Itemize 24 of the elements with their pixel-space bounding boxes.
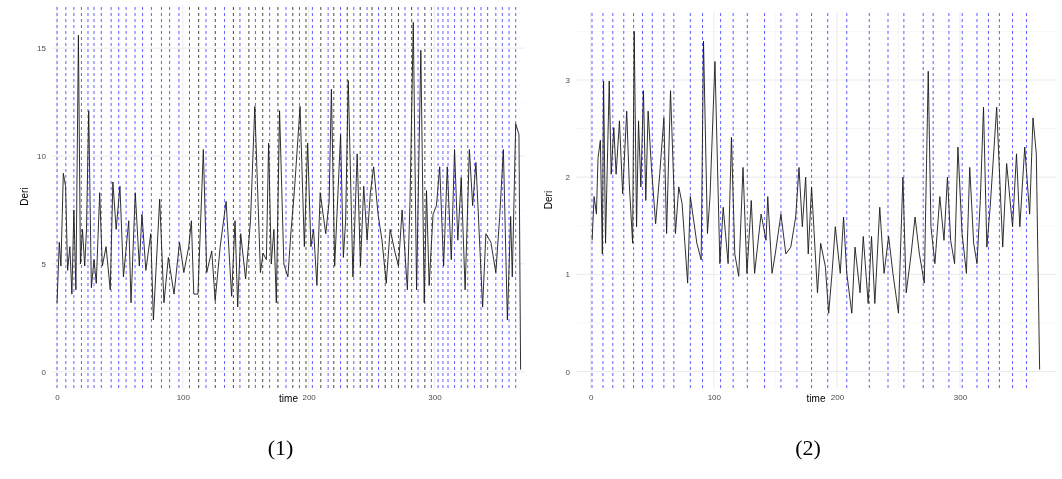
y-tick-label: 0 (565, 367, 571, 377)
y-tick-label: 5 (41, 259, 47, 269)
x-tick-label: 200 (302, 392, 317, 402)
text: (2) (795, 435, 821, 460)
y-tick-label: 0 (41, 367, 47, 377)
x-tick-label: 0 (589, 392, 595, 402)
x-tick-label: 100 (176, 392, 191, 402)
x-tick-label: 0 (55, 392, 61, 402)
text: (1) (267, 435, 294, 460)
x-tick-label: 300 (953, 392, 968, 402)
x-tick-label: 300 (428, 392, 443, 402)
y-tick-label: 1 (565, 270, 571, 280)
x-tick-label: 100 (707, 392, 722, 402)
line-series (56, 21, 522, 371)
y-axis-title: Deri (19, 187, 30, 206)
x-axis-title: time (279, 393, 299, 404)
y-tick-label: 10 (37, 152, 47, 162)
y-tick-label: 2 (565, 173, 571, 183)
y-tick-label: 15 (37, 44, 47, 54)
line-series (591, 30, 1041, 370)
x-axis-title: time (806, 393, 826, 404)
y-axis-title: Deri (543, 190, 554, 210)
y-tick-label: 3 (565, 76, 571, 86)
x-tick-label: 200 (830, 392, 845, 402)
